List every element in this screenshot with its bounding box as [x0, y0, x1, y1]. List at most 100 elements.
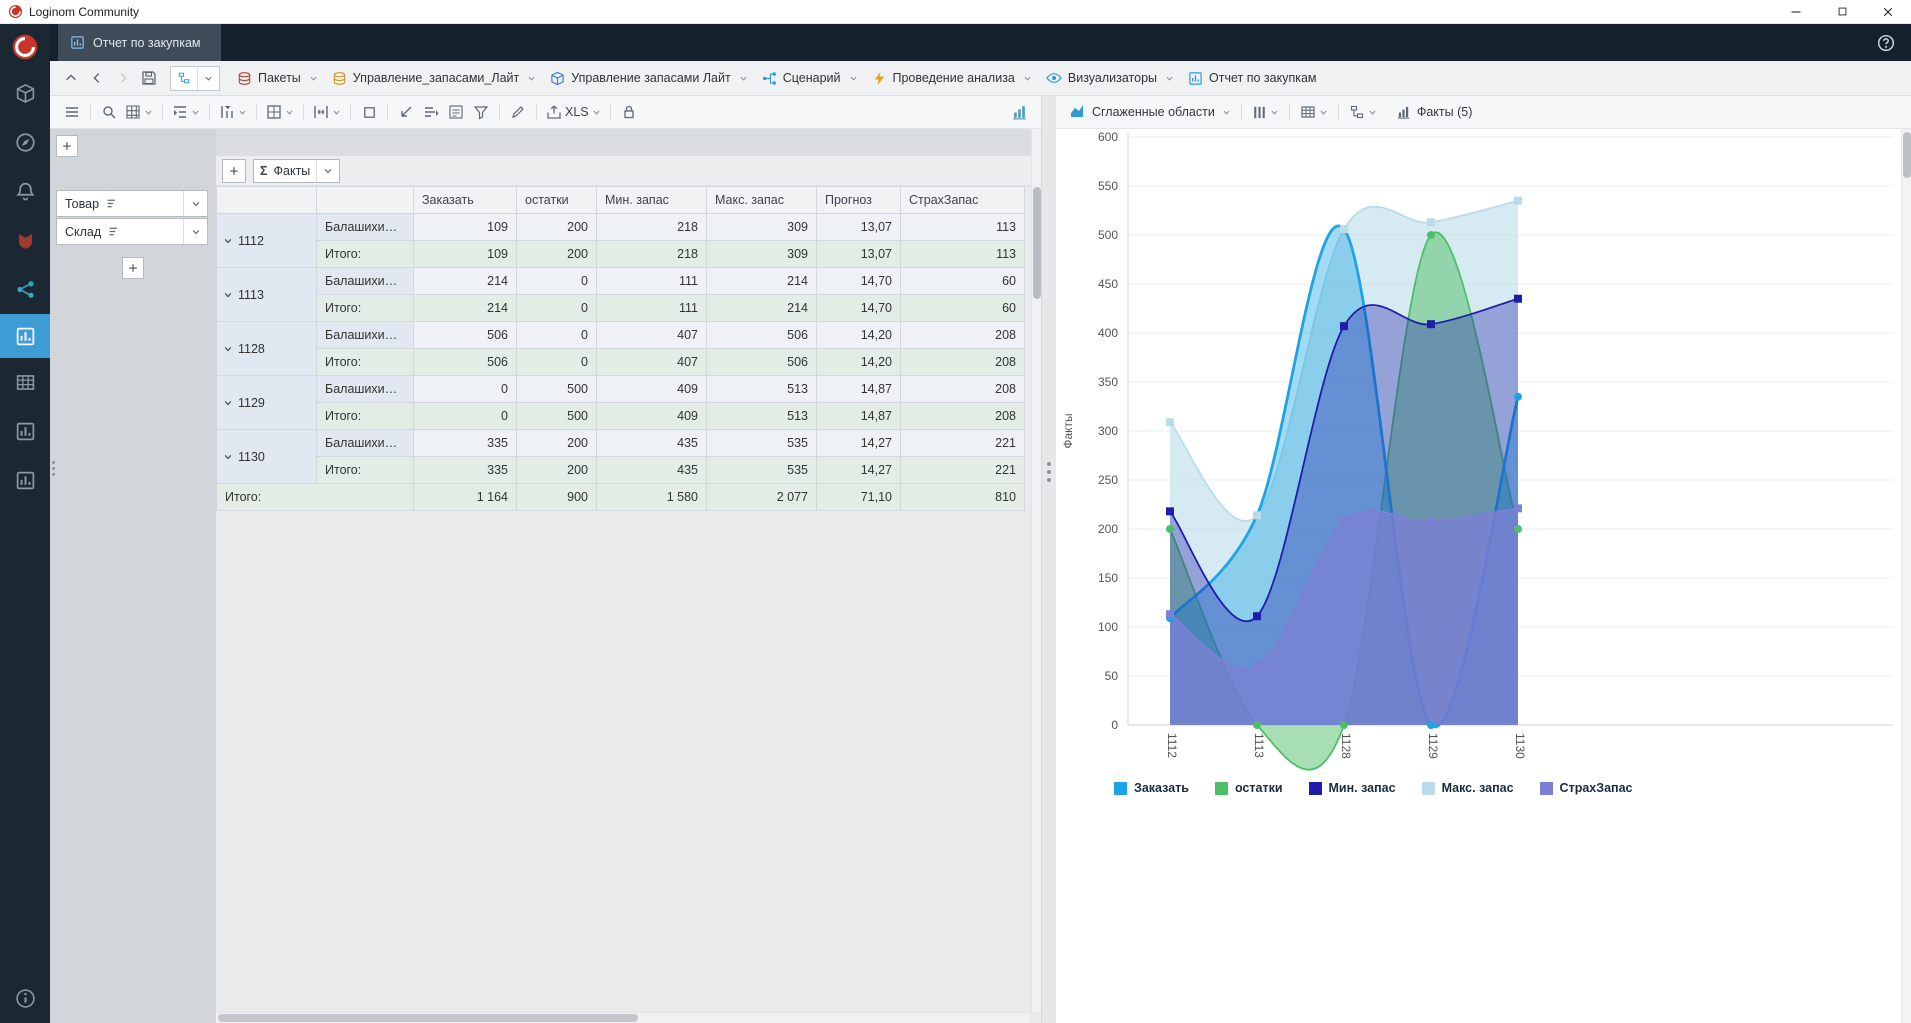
square-icon [362, 105, 377, 120]
close-button[interactable] [1865, 0, 1911, 24]
chevron-down-icon[interactable] [183, 191, 207, 216]
back-button[interactable] [84, 65, 110, 91]
minimize-button[interactable] [1773, 0, 1819, 24]
highlight-button[interactable] [506, 99, 530, 125]
chevron-down-icon[interactable] [183, 219, 207, 244]
sidebar-item-report-2[interactable] [0, 407, 50, 456]
chevron-down-icon[interactable] [316, 159, 339, 182]
borders-button[interactable] [263, 99, 297, 125]
sidebar-item-components[interactable] [0, 69, 50, 118]
row-label-cell: Балашихи… [316, 429, 414, 457]
table-view-button[interactable] [1297, 99, 1331, 125]
scrollbar-thumb[interactable] [1903, 132, 1911, 178]
sidebar-item-info[interactable] [0, 974, 50, 1023]
sidebar-item-connections[interactable] [0, 265, 50, 314]
preview-button[interactable] [97, 99, 121, 125]
value-cell: 208 [900, 321, 1025, 349]
column-width-button[interactable] [310, 99, 344, 125]
facts-selector[interactable]: Σ Факты [253, 158, 341, 183]
breadcrumb-analysis[interactable]: Проведение анализа [865, 71, 1039, 86]
lock-button[interactable] [617, 99, 641, 125]
add-fact-button[interactable] [222, 158, 246, 183]
value-cell: 200 [516, 429, 597, 457]
svg-text:50: 50 [1105, 669, 1119, 683]
sidebar-item-notifications[interactable] [0, 167, 50, 216]
menu-button[interactable] [60, 99, 84, 125]
filter-button[interactable] [469, 99, 493, 125]
tab-report[interactable]: Отчет по закупкам [58, 24, 221, 61]
column-header[interactable]: Макс. запас [706, 186, 817, 214]
dimension-sklad[interactable]: Склад [56, 218, 208, 245]
up-button[interactable] [58, 65, 84, 91]
details-button[interactable] [444, 99, 468, 125]
sidebar-item-report-active[interactable] [0, 314, 50, 358]
help-button[interactable] [1877, 34, 1895, 52]
column-header[interactable]: СтрахЗапас [900, 186, 1025, 214]
collapse-group-icon[interactable] [223, 452, 233, 462]
columns-view-button[interactable] [1249, 99, 1282, 125]
chart-vertical-scrollbar[interactable] [1901, 129, 1911, 1023]
report-icon [15, 470, 36, 491]
breadcrumb-scenario[interactable]: Сценарий [755, 71, 865, 86]
pivot-collapse-handle[interactable] [50, 458, 57, 478]
value-cell: 14,70 [816, 294, 901, 322]
collapse-group-icon[interactable] [223, 290, 233, 300]
add-row-dimension-button[interactable] [122, 257, 144, 279]
breadcrumb-packages[interactable]: Пакеты [230, 71, 325, 86]
breadcrumb-module[interactable]: Управление запасами Лайт [543, 71, 754, 86]
grouping-view-button[interactable] [1346, 99, 1380, 125]
splitter-handle[interactable] [1047, 462, 1051, 482]
pivot-vertical-scrollbar[interactable] [1031, 129, 1041, 1012]
group-cell[interactable]: 1130 [216, 429, 317, 484]
scheme-view-button[interactable] [170, 65, 220, 91]
value-cell: 14,27 [816, 456, 901, 484]
group-cell[interactable]: 1128 [216, 321, 317, 376]
sidebar-item-report-3[interactable] [0, 456, 50, 505]
grid-icon [125, 104, 141, 120]
add-column-dimension-button[interactable] [56, 135, 78, 157]
sidebar-item-brand[interactable] [0, 216, 50, 265]
dimension-tovar[interactable]: Товар [56, 190, 208, 217]
scrollbar-thumb[interactable] [218, 1014, 638, 1022]
legend-label: остатки [1234, 781, 1283, 795]
collapse-group-icon[interactable] [223, 236, 233, 246]
export-xls-button[interactable]: XLS [543, 99, 604, 125]
pivot-horizontal-scrollbar[interactable] [216, 1012, 1030, 1023]
breadcrumb-package[interactable]: Управление_запасами_Лайт [325, 71, 543, 86]
panel-splitter[interactable] [1042, 96, 1056, 1023]
pivot-panel: XLS Товар Склад [50, 96, 1042, 1023]
module-icon [550, 71, 565, 86]
column-header[interactable]: Заказать [413, 186, 517, 214]
layout-button[interactable] [122, 99, 156, 125]
chevron-down-icon [1368, 108, 1377, 117]
row-area-button[interactable] [169, 99, 203, 125]
transpose-button[interactable] [357, 99, 381, 125]
maximize-button[interactable] [1819, 0, 1865, 24]
group-cell[interactable]: 1113 [216, 267, 317, 322]
column-area-button[interactable] [216, 99, 250, 125]
value-cell: 506 [413, 321, 517, 349]
toggle-chart-button[interactable] [1007, 99, 1031, 125]
column-header[interactable]: остатки [516, 186, 597, 214]
breadcrumb-visualizers[interactable]: Визуализаторы [1039, 70, 1181, 86]
group-cell[interactable]: 1112 [216, 213, 317, 268]
column-header[interactable]: Прогноз [816, 186, 901, 214]
loginom-logo[interactable] [0, 24, 50, 69]
group-cell[interactable]: 1129 [216, 375, 317, 430]
breadcrumb-report[interactable]: Отчет по закупкам [1181, 71, 1324, 86]
collapse-group-icon[interactable] [223, 398, 233, 408]
legend-label: Заказать [1134, 781, 1189, 795]
sidebar-item-table[interactable] [0, 358, 50, 407]
legend-item: остатки [1214, 781, 1283, 795]
scrollbar-thumb[interactable] [1033, 187, 1041, 299]
chart-type-selector[interactable]: Сглаженные области [1066, 99, 1234, 125]
save-button[interactable] [136, 65, 162, 91]
column-header[interactable]: Мин. запас [596, 186, 707, 214]
svg-text:600: 600 [1098, 130, 1118, 144]
facts-count-button[interactable]: Факты (5) [1396, 105, 1472, 120]
collapse-group-icon[interactable] [223, 344, 233, 354]
collapse-rows-button[interactable] [419, 99, 443, 125]
drill-button[interactable] [394, 99, 418, 125]
sidebar-item-navigator[interactable] [0, 118, 50, 167]
forward-button[interactable] [110, 65, 136, 91]
